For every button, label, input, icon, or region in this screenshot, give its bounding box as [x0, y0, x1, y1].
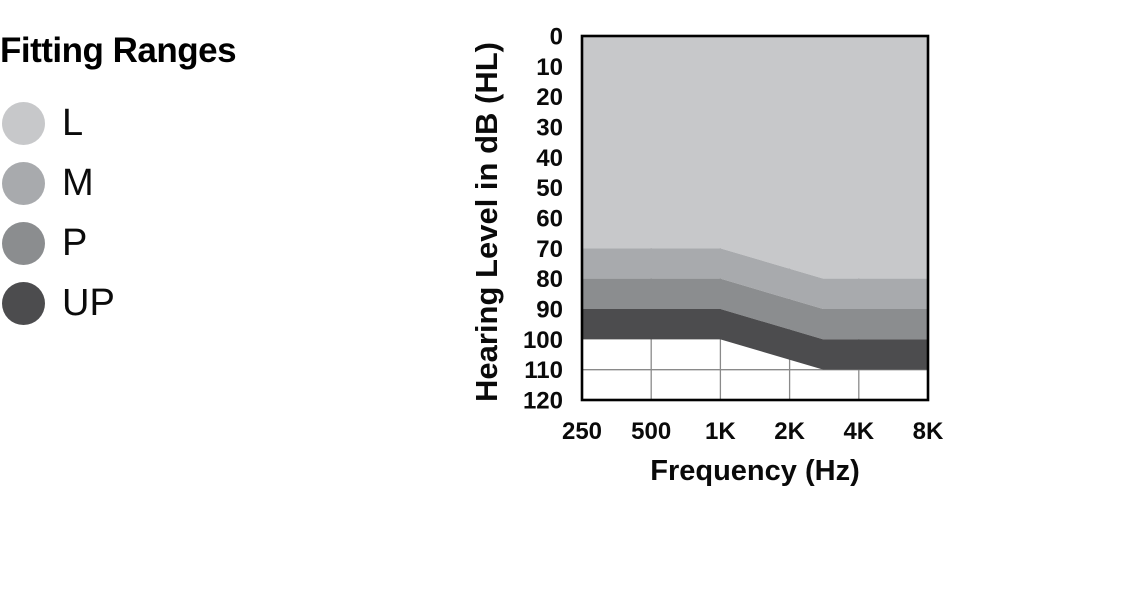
legend-label-P: P	[62, 222, 88, 264]
legend-item-L: L	[2, 93, 115, 153]
y-tick-label: 20	[536, 84, 563, 111]
y-tick-label: 70	[536, 236, 563, 263]
y-tick-label: 90	[536, 297, 563, 324]
y-tick-label: 30	[536, 115, 563, 142]
legend-label-UP: UP	[62, 282, 115, 324]
y-tick-label: 10	[536, 54, 563, 81]
y-tick-label: 120	[523, 388, 563, 415]
legend-item-P: P	[2, 213, 115, 273]
x-tick-label: 4K	[843, 418, 874, 445]
band-UP	[582, 309, 928, 370]
y-axis-tick-labels: 0 10 20 30 40 50 60 70 80 90 100 110 120	[523, 24, 563, 415]
legend-swatch-P-circle	[2, 221, 45, 265]
x-tick-label: 250	[562, 418, 602, 445]
band-P	[582, 278, 928, 340]
legend-item-UP: UP	[2, 273, 115, 333]
x-tick-label: 8K	[913, 418, 944, 445]
y-tick-label: 100	[523, 327, 563, 354]
band-L	[582, 36, 928, 279]
legend: L M P UP	[2, 93, 115, 333]
legend-label-M: M	[62, 162, 94, 204]
y-axis-title: Hearing Level in dB (HL)	[469, 42, 504, 402]
x-axis-tick-labels: 250 500 1K 2K 4K 8K	[562, 418, 944, 445]
figure-title: Fitting Ranges	[0, 31, 237, 70]
legend-swatch-L-circle	[2, 101, 45, 145]
y-tick-label: 50	[536, 175, 563, 202]
legend-swatch-M-circle	[2, 161, 45, 205]
x-tick-label: 500	[631, 418, 671, 445]
y-tick-label: 80	[536, 266, 563, 293]
x-tick-label: 1K	[705, 418, 736, 445]
y-tick-label: 110	[524, 357, 563, 384]
x-axis-title: Frequency (Hz)	[650, 455, 859, 487]
plot-border	[580, 34, 930, 402]
y-tick-label: 60	[536, 206, 563, 233]
legend-label-L: L	[62, 102, 84, 144]
legend-swatch-UP-circle	[2, 281, 45, 325]
fitting-range-bands	[582, 36, 928, 370]
x-tick-label: 2K	[774, 418, 805, 445]
legend-item-M: M	[2, 153, 115, 213]
band-M	[582, 248, 928, 309]
y-tick-label: 40	[536, 145, 563, 172]
y-tick-label: 0	[550, 24, 563, 51]
